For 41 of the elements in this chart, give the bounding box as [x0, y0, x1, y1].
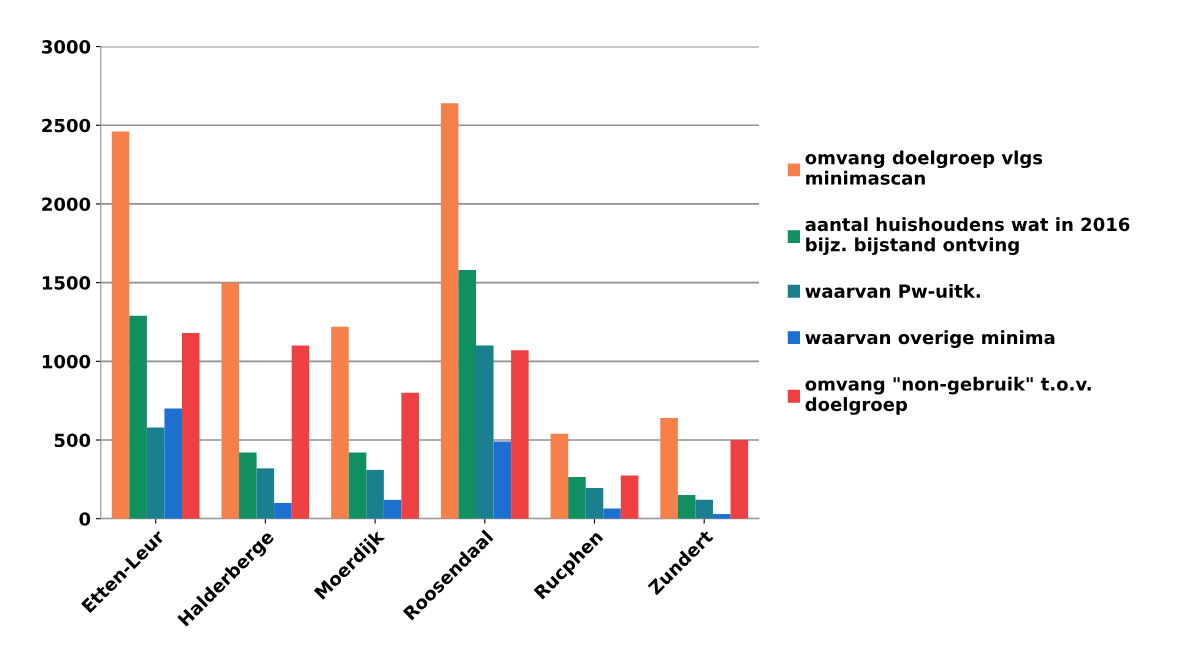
legend-label: omvang "non-gebruik" t.o.v. doelgroep [805, 376, 1091, 415]
bar [366, 469, 384, 519]
bar [129, 315, 147, 519]
y-tick-label: 0 [79, 512, 91, 526]
bar [383, 499, 402, 519]
bar [730, 440, 749, 519]
bar [550, 433, 569, 519]
bar [677, 495, 696, 519]
bar [440, 103, 459, 519]
legend-label: waarvan overige minima [805, 330, 1055, 348]
y-tick-label: 500 [54, 433, 91, 448]
y-tick-label: 2000 [42, 197, 91, 212]
bar [620, 475, 639, 519]
bar [181, 332, 200, 519]
bar [256, 468, 275, 519]
bar [585, 488, 604, 519]
y-tick-label: 2500 [42, 118, 91, 133]
bar [493, 441, 512, 519]
bar [476, 345, 494, 519]
bar [111, 131, 130, 519]
bar [660, 417, 678, 519]
y-tick-label: 3000 [42, 40, 91, 54]
bar [221, 282, 240, 519]
bar [603, 508, 621, 519]
y-tick-label: 1500 [42, 276, 91, 290]
bar [695, 499, 713, 519]
bar [291, 345, 310, 519]
bar [568, 476, 586, 519]
legend-label: aantal huishoudens wat in 2016 bijz. bijstand ontving [805, 217, 1130, 256]
bar [458, 270, 476, 519]
bar [146, 427, 165, 519]
bar [274, 502, 292, 519]
y-tick-label: 1000 [42, 354, 91, 369]
bar [401, 392, 419, 519]
legend-label: omvang doelgroep vlgs minimascan [805, 150, 1043, 185]
bar [331, 326, 349, 519]
bar [511, 350, 529, 519]
legend-label: waarvan Pw-uitk. [805, 283, 980, 298]
bar [239, 452, 257, 519]
bar [164, 408, 182, 519]
bar [348, 452, 367, 519]
